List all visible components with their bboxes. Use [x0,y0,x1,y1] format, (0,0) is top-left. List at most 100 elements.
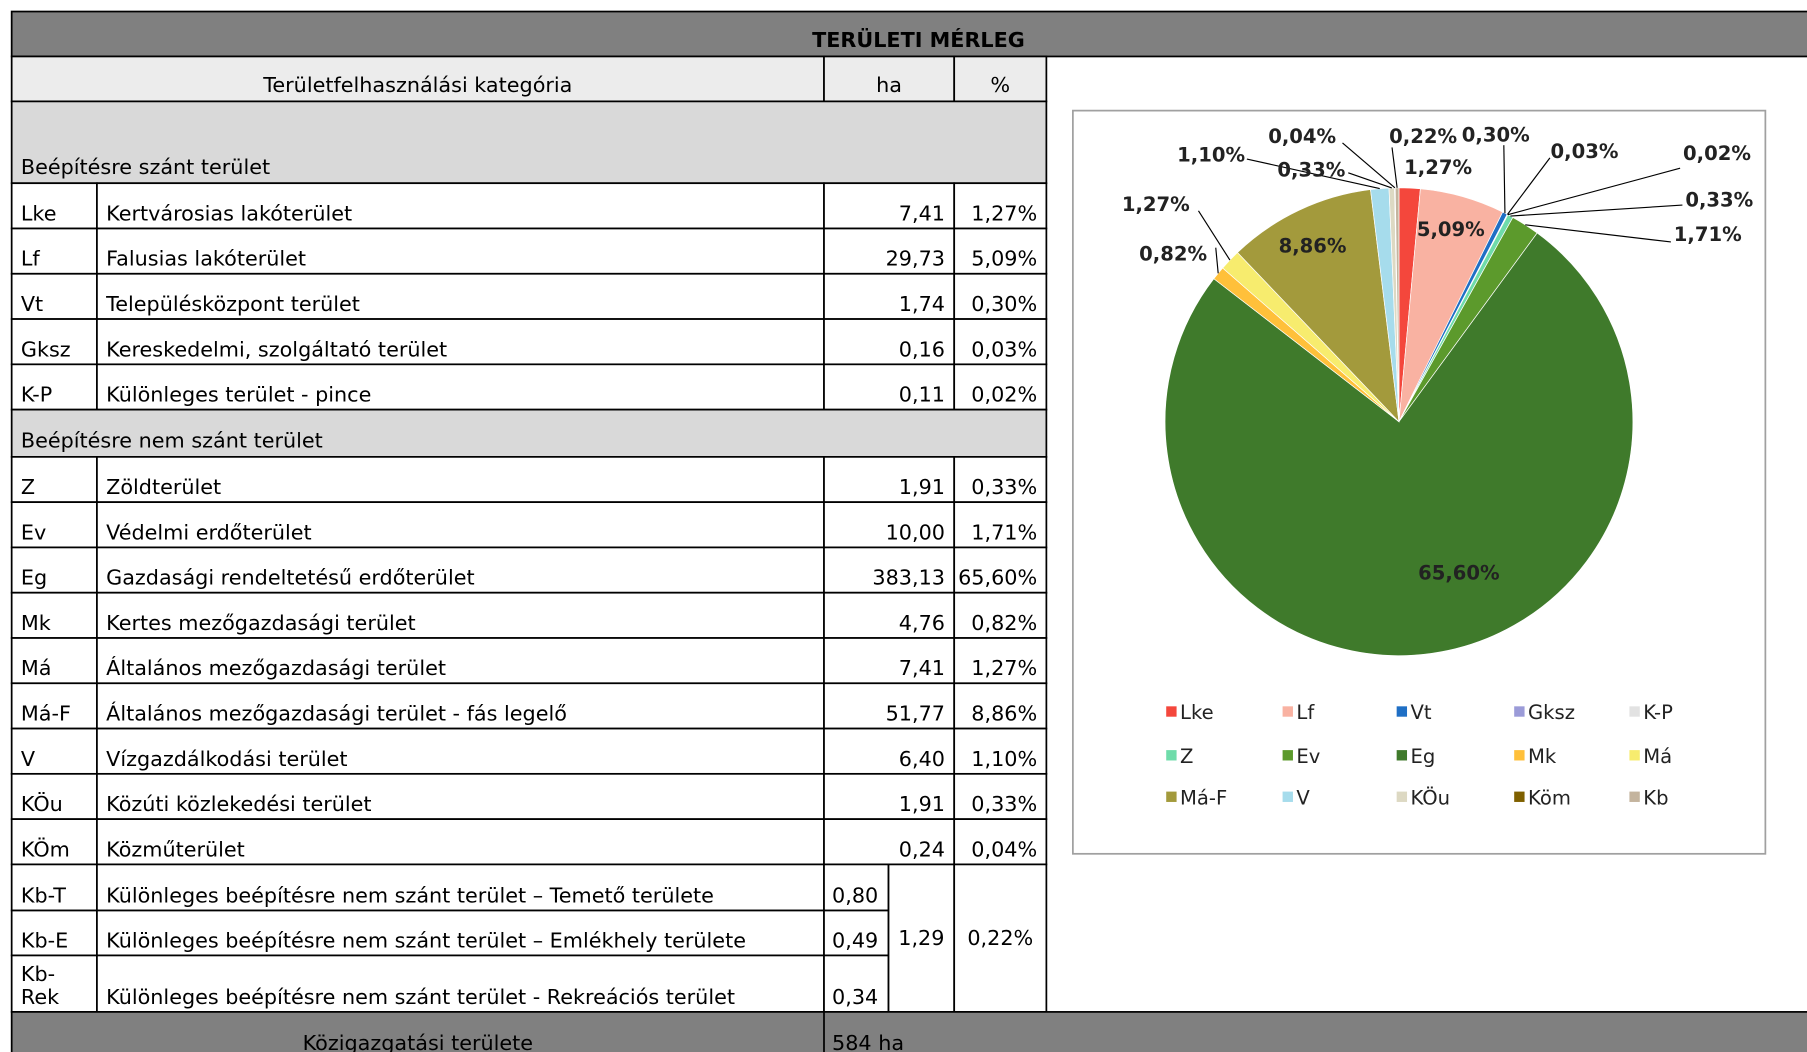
row-ha: 1,91 [899,792,945,816]
row-ha: 10,00 [886,520,945,544]
cell [10,546,98,594]
cell [953,637,1048,685]
legend-swatch [1396,750,1408,761]
row-code: Rek [21,985,59,1009]
legend-swatch [1514,750,1525,761]
pie-label: 1,10% [1177,143,1245,166]
column-header: ha [876,73,902,97]
leader-line [1215,247,1219,274]
legend-label: Eg [1410,745,1435,768]
row-name: Különleges beépítésre nem szánt terület … [106,883,714,907]
row-ha: 0,80 [832,883,878,907]
row-code: KÖu [21,791,63,816]
cell [953,363,1048,411]
leader-line [1342,142,1396,189]
row-percent: 0,33% [971,475,1037,499]
total-label: Közigazgatási területe [303,1031,533,1052]
row-ha: 29,73 [886,247,945,271]
cell [10,682,98,730]
row-percent: 0,30% [971,292,1037,316]
cell [953,818,1048,866]
cell [823,363,956,411]
row-code: Kb- [21,962,55,986]
pie-label: 0,04% [1268,125,1336,148]
cell [96,318,825,366]
cell [823,55,956,103]
cell [823,456,956,504]
pie-label: 65,60% [1418,562,1500,585]
row-code: Vt [21,292,43,316]
pie-label: 8,86% [1279,234,1347,257]
row-name: Közműterület [106,837,245,861]
leader-line [1525,224,1671,243]
row-ha: 1,74 [899,292,945,316]
cell [953,501,1048,549]
cell [10,272,98,320]
pie-slice [1164,232,1634,656]
cell [96,682,825,730]
row-percent: 0,33% [971,792,1037,816]
pie-label: 0,33% [1685,188,1753,211]
cell [823,909,890,957]
row-percent: 65,60% [958,566,1037,590]
row-percent: 5,09% [971,247,1037,271]
row-ha: 51,77 [886,701,945,725]
leader-line [1503,145,1506,214]
cell [823,772,956,820]
legend-swatch [1282,791,1293,802]
row-percent: 1,71% [971,520,1037,544]
row-percent: 8,86% [971,701,1037,725]
total-bar [10,1011,1807,1052]
cell [953,727,1048,775]
section-title: Beépítésre szánt terület [21,155,270,179]
row-name: Kertes mezőgazdasági terület [106,611,416,635]
legend-label: K-P [1643,701,1673,724]
cell [823,863,890,912]
row-percent: 0,82% [971,611,1037,635]
cell [10,318,98,366]
row-code: Z [21,475,35,499]
row-code: Kb-E [21,928,68,952]
legend-label: Gksz [1528,701,1575,724]
pie-label: 1,27% [1404,156,1472,179]
cell [823,637,956,685]
legend-label: Z [1180,745,1193,768]
row-name: Különleges terület - pince [106,383,371,407]
legend-swatch [1396,791,1408,802]
row-code: Kb-T [21,883,66,907]
cell [10,456,98,504]
row-code: Gksz [21,337,71,361]
cell [10,100,1048,185]
row-name: Gazdasági rendeltetésű erdőterület [106,566,474,590]
pie-label: 0,30% [1462,124,1530,147]
legend-label: Ev [1296,745,1320,768]
row-percent: 1,10% [971,747,1037,771]
pie-label: 5,09% [1417,218,1485,241]
cell [10,408,1048,458]
legend-swatch [1282,750,1293,761]
leader-line [1506,157,1551,215]
cell [823,227,956,275]
row-name: Településközpont terület [105,292,360,316]
row-ha: 7,41 [899,656,945,680]
row-ha: 0,24 [899,837,945,861]
cell [953,182,1048,230]
legend-label: KÖu [1410,786,1450,809]
legend-swatch [1629,791,1640,802]
row-code: Lke [21,201,57,225]
row-percent: 0,04% [971,837,1037,861]
legend-label: Vt [1410,701,1431,724]
cell [823,727,956,775]
legend-label: Má-F [1180,786,1227,809]
row-name: Zöldterület [106,475,221,499]
pie-label: 0,33% [1277,158,1345,181]
legend-swatch [1629,750,1640,761]
row-code: V [21,747,36,771]
row-code: Má [21,656,52,680]
pie-label: 1,71% [1674,223,1742,246]
legend-label: Lf [1296,701,1315,724]
cell [823,818,956,866]
pie-label: 0,03% [1551,140,1619,163]
cell [10,227,98,275]
